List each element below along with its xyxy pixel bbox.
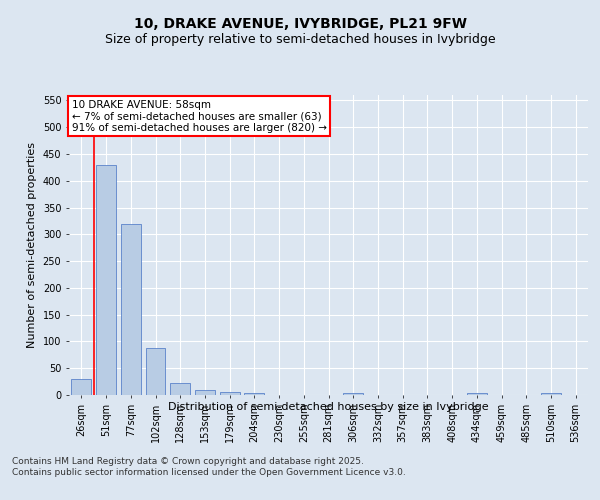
Bar [343,394,363,395]
Text: Contains HM Land Registry data © Crown copyright and database right 2025.
Contai: Contains HM Land Registry data © Crown c… [12,458,406,477]
Bar [244,394,264,395]
Bar [195,390,215,395]
Bar [96,164,116,395]
Bar [146,348,166,395]
Bar [71,379,91,395]
Text: 10 DRAKE AVENUE: 58sqm
← 7% of semi-detached houses are smaller (63)
91% of semi: 10 DRAKE AVENUE: 58sqm ← 7% of semi-deta… [71,100,326,132]
Bar [170,383,190,395]
Y-axis label: Number of semi-detached properties: Number of semi-detached properties [27,142,37,348]
Bar [220,392,239,395]
Bar [541,394,561,395]
Text: Size of property relative to semi-detached houses in Ivybridge: Size of property relative to semi-detach… [104,32,496,46]
Text: 10, DRAKE AVENUE, IVYBRIDGE, PL21 9FW: 10, DRAKE AVENUE, IVYBRIDGE, PL21 9FW [133,18,467,32]
Bar [121,224,140,395]
Text: Distribution of semi-detached houses by size in Ivybridge: Distribution of semi-detached houses by … [169,402,489,412]
Bar [467,394,487,395]
